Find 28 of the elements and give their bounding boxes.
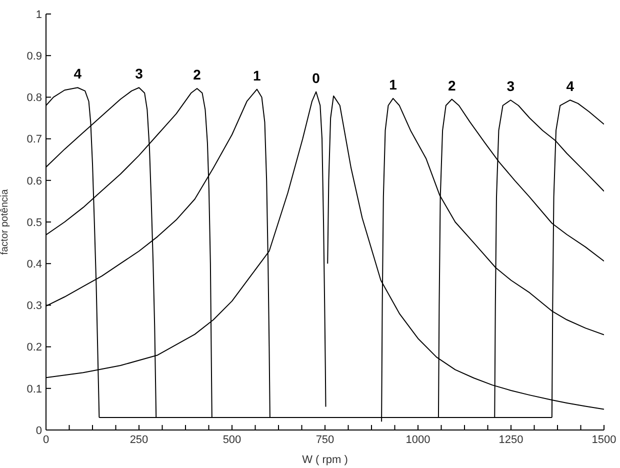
annotation: 3 <box>506 78 515 94</box>
y-tick-label: 1 <box>36 8 42 21</box>
x-axis-title: W ( rpm ) <box>302 454 348 466</box>
x-tick-label: 500 <box>222 434 242 446</box>
y-tick-label: 0.5 <box>26 216 42 229</box>
x-tick-label: 250 <box>130 434 148 446</box>
y-tick-label: 0.3 <box>26 300 42 312</box>
x-tick-label: 1500 <box>592 434 616 446</box>
y-tick-label: 0.1 <box>26 383 42 396</box>
y-axis-title: factor potência <box>0 188 11 255</box>
annotation: 4 <box>566 78 574 94</box>
y-tick-label: 0.7 <box>26 134 42 146</box>
y-tick-label: 0.2 <box>26 342 42 354</box>
y-tick-label: 0.4 <box>26 258 42 271</box>
annotation: 0 <box>312 70 320 86</box>
annotation: 2 <box>448 77 456 94</box>
annotation: 1 <box>253 67 262 84</box>
annotation: 2 <box>193 66 202 82</box>
y-tick-label: 0.8 <box>26 92 42 104</box>
x-tick-label: 1000 <box>406 434 430 446</box>
annotation: 3 <box>135 66 144 82</box>
x-tick-label: 750 <box>316 434 334 446</box>
y-tick-label: 0.6 <box>26 175 42 188</box>
x-tick-label: 1250 <box>498 434 524 446</box>
annotation: 4 <box>74 66 82 82</box>
annotation: 1 <box>389 76 398 92</box>
y-tick-label: 0.9 <box>26 50 42 63</box>
y-tick-label: 0 <box>36 424 42 437</box>
